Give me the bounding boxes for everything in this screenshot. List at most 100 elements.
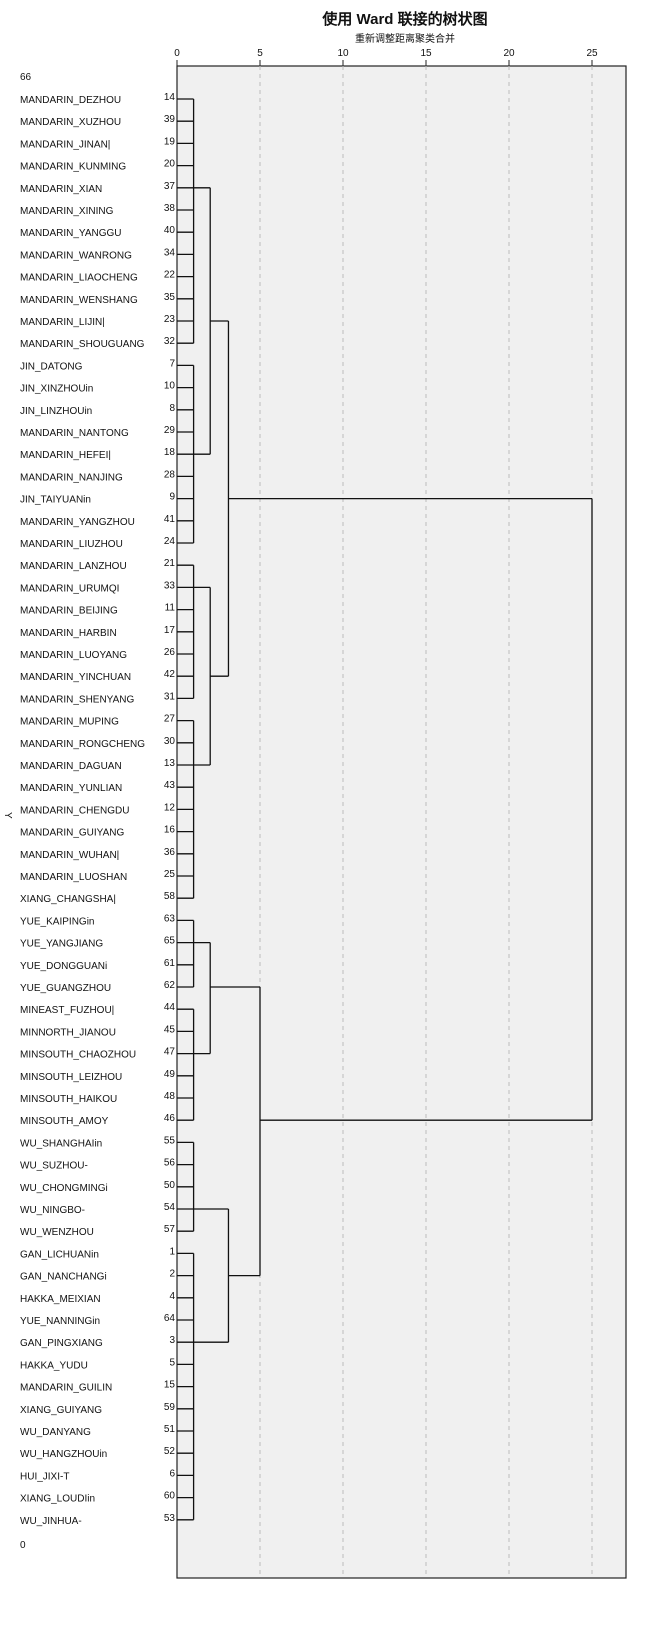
leaf-label: YUE_NANNINGin	[20, 1316, 100, 1327]
leaf-id: 40	[164, 225, 176, 236]
leaf-label: MANDARIN_NANJING	[20, 472, 123, 483]
x-tick-label: 20	[503, 48, 515, 59]
leaf-label: MANDARIN_YANGZHOU	[20, 517, 135, 528]
leaf-id: 41	[164, 514, 176, 525]
leaf-label: HAKKA_YUDU	[20, 1360, 88, 1371]
leaf-id: 23	[164, 314, 176, 325]
leaf-id: 6	[169, 1468, 175, 1479]
x-tick-label: 15	[420, 48, 432, 59]
leaf-label: MANDARIN_WANRONG	[20, 250, 132, 261]
leaf-label: MANDARIN_XIAN	[20, 184, 102, 195]
leaf-label: MANDARIN_RONGCHENG	[20, 739, 145, 750]
leaf-label: MINNORTH_JIANOU	[20, 1027, 116, 1038]
leaf-id: 62	[164, 980, 176, 991]
leaf-label: GAN_LICHUANin	[20, 1249, 99, 1260]
leaf-label: MANDARIN_LIJIN|	[20, 317, 105, 328]
leaf-label: MANDARIN_NANTONG	[20, 428, 129, 439]
leaf-label: MANDARIN_CHENGDU	[20, 805, 129, 816]
leaf-id: 25	[164, 869, 176, 880]
leaf-id: 45	[164, 1024, 176, 1035]
leaf-label: MANDARIN_URUMQI	[20, 583, 119, 594]
leaf-id: 63	[164, 913, 176, 924]
leaf-id: 49	[164, 1069, 176, 1080]
leaf-id: 17	[164, 625, 176, 636]
leaf-label: MINSOUTH_LEIZHOU	[20, 1072, 122, 1083]
leaf-label: YUE_GUANGZHOU	[20, 983, 111, 994]
leaf-label: MANDARIN_LIUZHOU	[20, 539, 123, 550]
leaf-label: MANDARIN_LUOSHAN	[20, 872, 127, 883]
leaf-id: 15	[164, 1380, 176, 1391]
leaf-id: 56	[164, 1158, 176, 1169]
y-bottom-label: 0	[20, 1540, 26, 1551]
leaf-id: 2	[169, 1269, 175, 1280]
leaf-id: 34	[164, 247, 176, 258]
leaf-id: 5	[169, 1357, 175, 1368]
leaf-label: MANDARIN_YINCHUAN	[20, 672, 131, 683]
leaf-id: 39	[164, 114, 176, 125]
leaf-id: 57	[164, 1224, 176, 1235]
leaf-label: JIN_XINZHOUin	[20, 384, 93, 395]
leaf-label: XIANG_GUIYANG	[20, 1405, 102, 1416]
leaf-label: MANDARIN_YANGGU	[20, 228, 122, 239]
leaf-label: MANDARIN_DAGUAN	[20, 761, 122, 772]
leaf-label: WU_NINGBO-	[20, 1205, 85, 1216]
leaf-id: 44	[164, 1002, 176, 1013]
leaf-label: HUI_JIXI-T	[20, 1471, 69, 1482]
leaf-id: 65	[164, 936, 176, 947]
leaf-id: 14	[164, 92, 176, 103]
leaf-label: WU_WENZHOU	[20, 1227, 94, 1238]
leaf-label: WU_DANYANG	[20, 1427, 91, 1438]
leaf-id: 48	[164, 1091, 176, 1102]
leaf-id: 18	[164, 447, 176, 458]
leaf-label: YUE_DONGGUANi	[20, 961, 107, 972]
chart-title: 使用 Ward 联接的树状图	[322, 11, 488, 28]
leaf-id: 20	[164, 159, 176, 170]
leaf-id: 60	[164, 1491, 176, 1502]
leaf-label: JIN_LINZHOUin	[20, 406, 92, 417]
leaf-label: MANDARIN_BEIJING	[20, 606, 118, 617]
leaf-id: 30	[164, 736, 176, 747]
leaf-id: 55	[164, 1135, 176, 1146]
x-tick-label: 10	[337, 48, 349, 59]
leaf-label: JIN_TAIYUANin	[20, 495, 91, 506]
leaf-id: 9	[169, 492, 175, 503]
leaf-id: 19	[164, 136, 176, 147]
x-tick-label: 5	[257, 48, 263, 59]
leaf-label: MANDARIN_SHOUGUANG	[20, 339, 145, 350]
leaf-label: WU_HANGZHOUin	[20, 1449, 107, 1460]
leaf-id: 13	[164, 758, 176, 769]
leaf-label: GAN_PINGXIANG	[20, 1338, 103, 1349]
leaf-id: 26	[164, 647, 176, 658]
leaf-id: 16	[164, 825, 176, 836]
leaf-label: MANDARIN_JINAN|	[20, 139, 110, 150]
leaf-label: MANDARIN_GUILIN	[20, 1383, 112, 1394]
leaf-label: MANDARIN_GUIYANG	[20, 828, 124, 839]
leaf-id: 24	[164, 536, 176, 547]
leaf-label: MANDARIN_HEFEI|	[20, 450, 111, 461]
leaf-label: MANDARIN_YUNLIAN	[20, 783, 122, 794]
leaf-label: HAKKA_MEIXIAN	[20, 1294, 101, 1305]
leaf-label: WU_SUZHOU-	[20, 1161, 88, 1172]
leaf-id: 28	[164, 469, 176, 480]
x-axis-title: 重新调整距离聚类合并	[355, 34, 455, 45]
leaf-label: MINSOUTH_HAIKOU	[20, 1094, 117, 1105]
x-tick-label: 0	[174, 48, 180, 59]
leaf-id: 33	[164, 580, 176, 591]
leaf-label: YUE_YANGJIANG	[20, 939, 103, 950]
leaf-id: 61	[164, 958, 176, 969]
leaf-id: 3	[169, 1335, 175, 1346]
leaf-id: 47	[164, 1047, 176, 1058]
leaf-id: 59	[164, 1402, 176, 1413]
leaf-id: 27	[164, 714, 176, 725]
leaf-id: 21	[164, 558, 176, 569]
leaf-id: 1	[169, 1246, 175, 1257]
x-tick-label: 25	[586, 48, 598, 59]
leaf-id: 54	[164, 1202, 176, 1213]
leaf-id: 53	[164, 1513, 176, 1524]
leaf-label: MANDARIN_KUNMING	[20, 162, 126, 173]
leaf-id: 64	[164, 1313, 176, 1324]
leaf-id: 51	[164, 1424, 176, 1435]
leaf-id: 31	[164, 691, 176, 702]
leaf-id: 11	[165, 603, 176, 614]
